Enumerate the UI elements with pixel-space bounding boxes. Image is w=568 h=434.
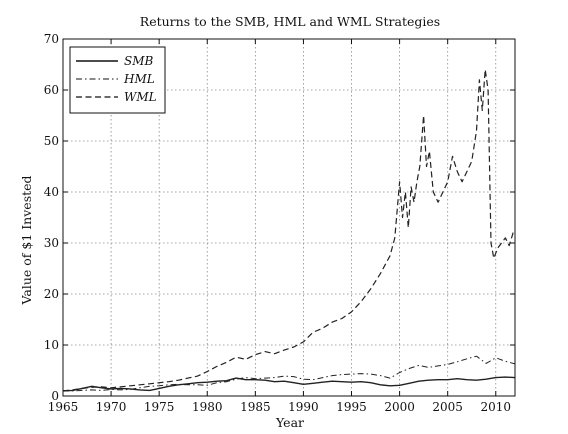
legend-label-hml: HML: [123, 72, 155, 86]
axis-ticks: 1965 1970 1975 1980 1985 1990 1995 2000 2005 2010…: [44, 32, 515, 414]
y-tick-label: 30: [44, 236, 59, 250]
y-tick-label: 40: [44, 185, 59, 199]
series-line-smb: [62, 376, 516, 392]
y-tick-label: 50: [44, 134, 59, 148]
legend-label-wml: WML: [124, 90, 157, 104]
x-tick-label: 2005: [432, 400, 463, 414]
legend: SMB HML WML: [69, 46, 166, 114]
x-tick-label: 1985: [240, 400, 271, 414]
y-tick-label: 10: [44, 338, 59, 352]
y-tick-label: 70: [44, 32, 59, 46]
y-axis-label: Value of $1 Invested: [19, 175, 34, 305]
x-tick-label: 1990: [288, 400, 319, 414]
legend-label-smb: SMB: [124, 54, 154, 68]
x-tick-label: 1975: [144, 400, 175, 414]
x-tick-label: 1995: [336, 400, 367, 414]
x-tick-label: 1980: [192, 400, 223, 414]
y-tick-label: 60: [44, 83, 59, 97]
x-tick-label: 2010: [480, 400, 511, 414]
plot-frame: [62, 38, 516, 397]
x-tick-label: 2000: [384, 400, 415, 414]
y-tick-label: 20: [44, 287, 59, 301]
series-line-wml: [62, 68, 516, 392]
series-layer: [62, 68, 516, 392]
x-tick-label: 1965: [48, 400, 79, 414]
x-axis-label: Year: [275, 415, 304, 430]
grid-lines: [63, 39, 515, 396]
y-tick-label: 0: [51, 389, 59, 403]
legend-box: [69, 46, 166, 114]
series-line-hml: [63, 355, 516, 392]
chart-title: Returns to the SMB, HML and WML Strategi…: [140, 14, 440, 29]
x-tick-label: 1970: [96, 400, 127, 414]
